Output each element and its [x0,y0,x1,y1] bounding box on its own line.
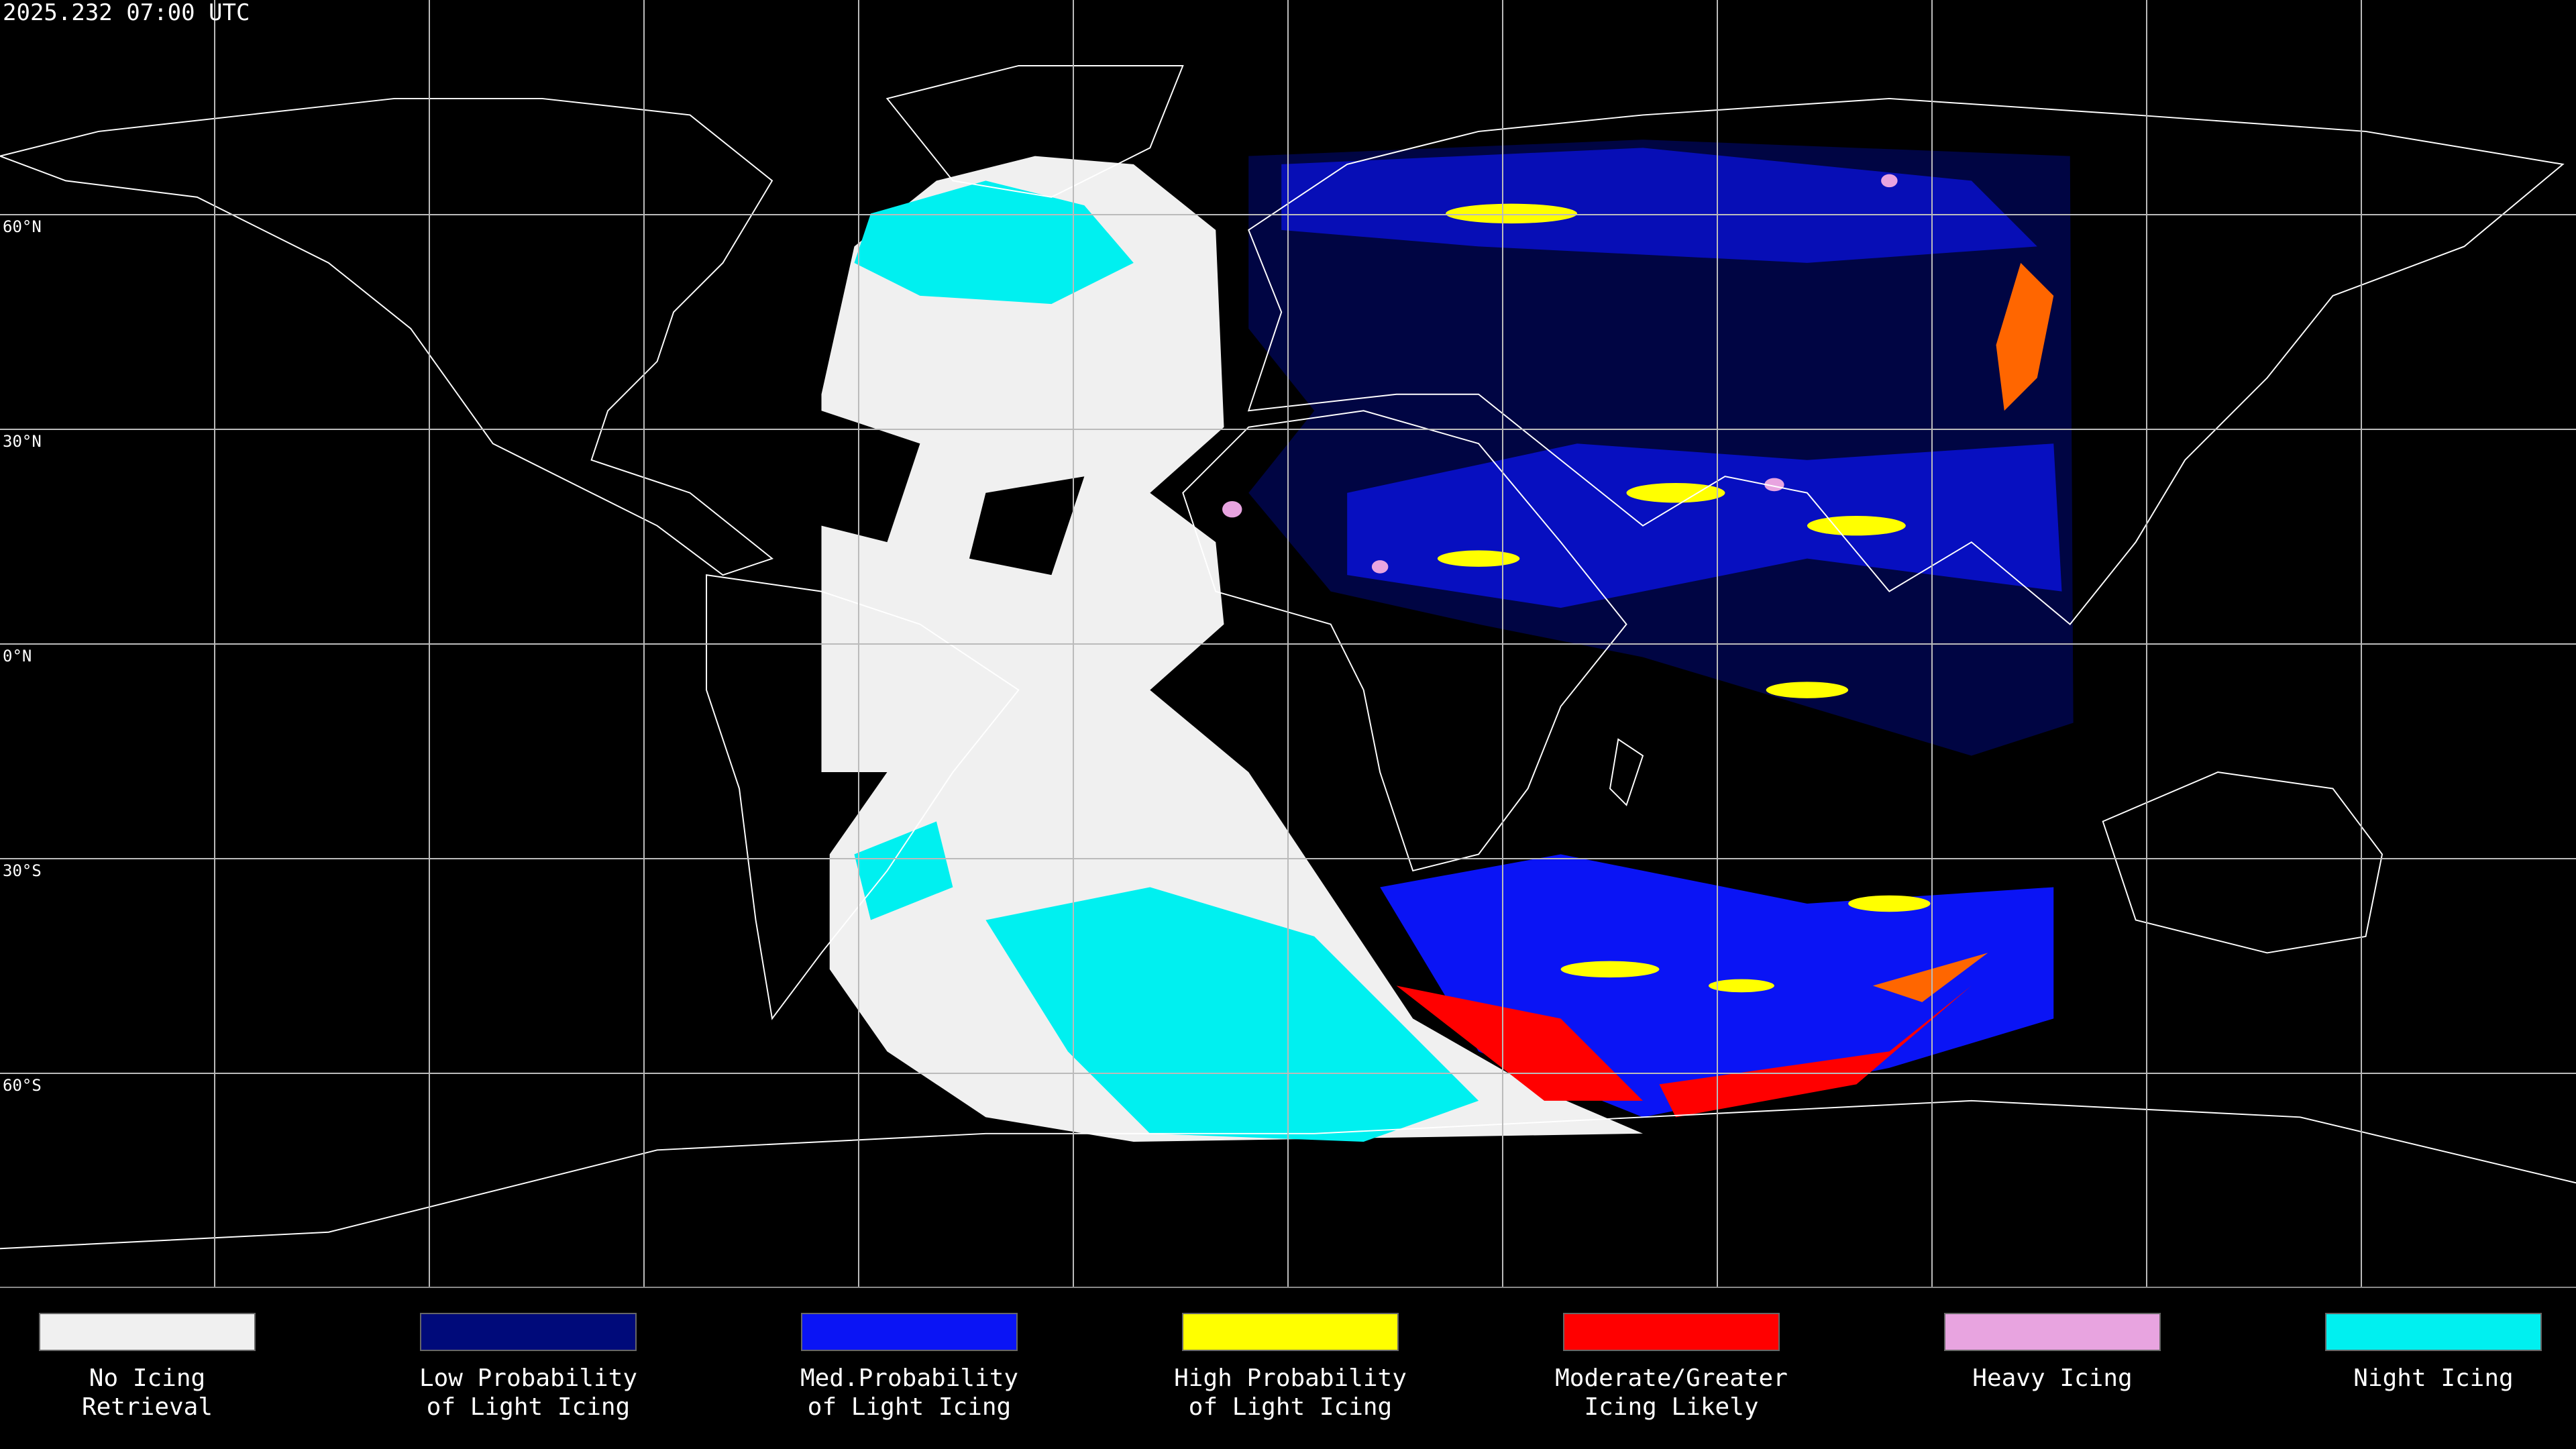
legend-label: No Icing [89,1364,205,1392]
legend-swatch [420,1313,637,1351]
legend-swatch [2325,1313,2542,1351]
high-icing-spots [1437,203,1931,993]
legend-label: Med.Probability [800,1364,1018,1392]
night-icing-area [854,180,1134,305]
graticule [0,0,2576,1287]
legend-swatch [801,1313,1018,1351]
legend-label: Night Icing [2353,1364,2513,1392]
latitude-label: 0°N [3,647,32,665]
moderate-icing-area [1872,262,2054,1002]
med-icing-area [1347,443,2062,608]
no-icing-area [821,156,1643,1142]
timestamp: 2025.232 07:00 UTC [3,0,250,26]
legend-label: of Light Icing [427,1393,630,1421]
legend-label: of Light Icing [1189,1393,1392,1421]
legend-swatch [1563,1313,1780,1351]
legend-label: Moderate/Greater [1555,1364,1788,1392]
legend-swatch [1944,1313,2161,1351]
legend-label: Retrieval [82,1393,213,1421]
heavy-icing-spots [1222,174,1898,574]
night-icing-area [854,821,953,920]
night-icing-area [985,887,1479,1142]
legend-label: Heavy Icing [1972,1364,2132,1392]
latitude-label: 30°S [3,861,42,880]
legend-label: High Probability [1174,1364,1407,1392]
moderate-icing-area [1396,985,1972,1118]
clear-area [821,411,1085,576]
map-imagery [0,64,2576,1250]
legend-label: Low Probability [419,1364,637,1392]
latitude-label: 60°S [3,1076,42,1095]
latitude-label: 60°N [3,217,42,236]
map-border [0,1287,2576,1288]
legend-label: Icing Likely [1584,1393,1758,1421]
coastlines [0,64,2576,1250]
latitude-label: 30°N [3,432,42,451]
low-icing-area [1248,140,2074,756]
legend-swatch [1182,1313,1399,1351]
med-icing-area [1281,148,2037,263]
legend-swatch [39,1313,256,1351]
legend-label: of Light Icing [808,1393,1011,1421]
